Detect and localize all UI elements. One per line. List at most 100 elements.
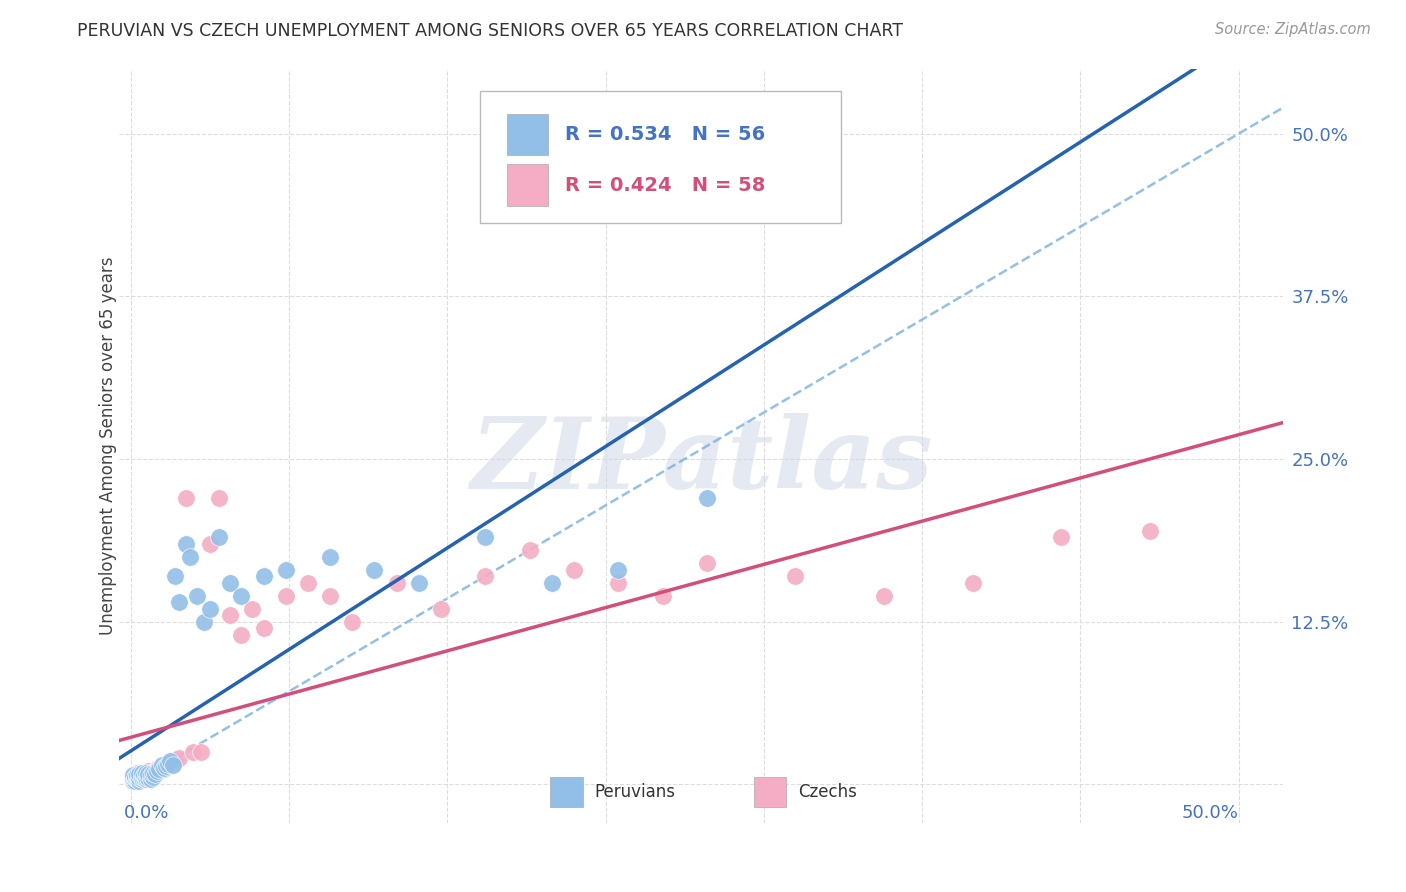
Point (121, 773, 143, 788)
Point (162, 758, 184, 772)
Point (153, 762, 176, 776)
Point (163, 753, 186, 767)
Point (143, 767, 166, 781)
Point (128, 772, 150, 787)
Point (142, 770, 165, 784)
Point (136, 771, 159, 785)
Point (128, 768, 150, 782)
Point (319, 589, 342, 603)
Y-axis label: Unemployment Among Seniors over 65 years: Unemployment Among Seniors over 65 years (100, 257, 117, 635)
Point (385, 575, 408, 590)
Point (128, 767, 150, 781)
Point (127, 772, 149, 787)
Point (181, 745, 204, 759)
Point (136, 770, 159, 784)
Point (135, 772, 157, 787)
Point (132, 771, 155, 785)
Point (193, 615, 215, 629)
Point (696, 491, 718, 505)
Point (131, 772, 153, 787)
Point (132, 768, 155, 782)
Point (163, 569, 186, 583)
Point (1050, 530, 1073, 544)
Point (159, 754, 181, 768)
Point (121, 771, 143, 785)
Point (607, 563, 630, 577)
Point (208, 530, 231, 544)
Point (136, 767, 159, 781)
Point (155, 758, 177, 772)
FancyBboxPatch shape (550, 777, 582, 807)
Point (474, 530, 496, 544)
Point (124, 770, 146, 784)
Text: R = 0.534   N = 56: R = 0.534 N = 56 (565, 126, 765, 145)
Point (143, 764, 166, 779)
Text: Source: ZipAtlas.com: Source: ZipAtlas.com (1215, 22, 1371, 37)
Point (219, 575, 242, 590)
Point (408, 575, 430, 590)
Point (128, 773, 150, 788)
Text: Peruvians: Peruvians (595, 783, 675, 801)
Point (148, 764, 170, 779)
Point (252, 621, 274, 635)
Point (127, 770, 149, 784)
Point (127, 771, 149, 785)
Point (131, 765, 153, 780)
Point (219, 608, 242, 623)
Point (153, 760, 176, 774)
Point (148, 762, 170, 776)
Point (150, 760, 173, 774)
Point (135, 771, 157, 785)
Point (363, 563, 385, 577)
Point (297, 575, 319, 590)
FancyBboxPatch shape (481, 91, 841, 223)
Point (127, 765, 149, 780)
Text: Czechs: Czechs (797, 783, 856, 801)
Point (142, 765, 165, 780)
Point (696, 556, 718, 570)
Point (159, 756, 181, 771)
Point (430, 601, 453, 615)
Point (135, 767, 157, 781)
Point (190, 745, 212, 759)
Point (135, 770, 157, 784)
Point (231, 628, 253, 642)
Point (139, 772, 162, 787)
Point (124, 770, 146, 784)
Point (186, 589, 208, 603)
Point (124, 767, 146, 781)
Point (607, 575, 630, 590)
Point (121, 772, 143, 787)
Point (136, 764, 159, 779)
FancyBboxPatch shape (754, 777, 786, 807)
Point (242, 601, 264, 615)
Point (121, 768, 143, 782)
Point (208, 491, 231, 505)
Point (124, 771, 146, 785)
Point (139, 765, 162, 780)
Point (155, 759, 177, 773)
Point (127, 768, 149, 782)
Point (132, 770, 155, 784)
Point (121, 773, 143, 788)
Point (131, 770, 153, 784)
Point (124, 773, 146, 788)
Point (139, 768, 162, 782)
Point (319, 549, 342, 564)
Point (127, 768, 149, 782)
Point (121, 771, 143, 785)
Point (651, 589, 673, 603)
Point (157, 759, 180, 773)
Point (174, 536, 197, 550)
Point (562, 563, 585, 577)
Text: 50.0%: 50.0% (1182, 805, 1239, 822)
Point (135, 765, 157, 780)
Point (231, 589, 253, 603)
Point (142, 767, 165, 781)
Point (1139, 524, 1161, 538)
Point (157, 756, 180, 771)
Point (146, 764, 169, 779)
Point (128, 771, 150, 785)
Point (785, 569, 807, 583)
FancyBboxPatch shape (508, 114, 548, 155)
